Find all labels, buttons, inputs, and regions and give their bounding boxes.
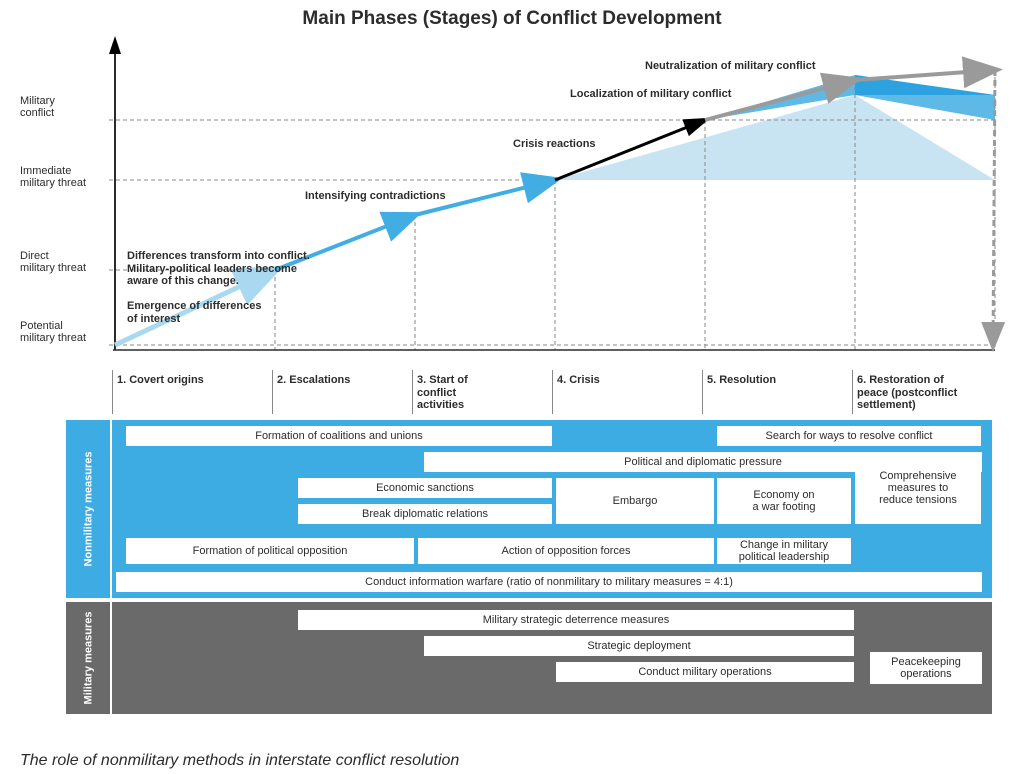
- measure-bar: Formation of political opposition: [126, 538, 414, 564]
- measure-bar: Break diplomatic relations: [298, 504, 552, 524]
- phases-header: 1. Covert origins2. Escalations3. Start …: [112, 370, 992, 418]
- phase-label: 3. Start of conflict activities: [412, 370, 552, 414]
- phase-label: 6. Restoration of peace (postconflict se…: [852, 370, 992, 414]
- measure-bar: Formation of coalitions and unions: [126, 426, 552, 446]
- y-axis-label: Direct military threat: [20, 250, 110, 274]
- measure-bar: Military strategic deterrence measures: [298, 610, 854, 630]
- measure-bar: Action of opposition forces: [418, 538, 714, 564]
- military-label: Military measures: [66, 602, 110, 714]
- measure-bar: Strategic deployment: [424, 636, 854, 656]
- phase-label: 2. Escalations: [272, 370, 412, 414]
- diagram-title: Main Phases (Stages) of Conflict Develop…: [0, 0, 1024, 30]
- annotation: Emergence of differences of interest: [127, 300, 262, 325]
- measure-bar: Change in military political leadership: [717, 538, 851, 564]
- measure-bar: Conduct information warfare (ratio of no…: [116, 572, 982, 592]
- military-section: Military measures Military strategic det…: [66, 602, 1002, 714]
- measure-bar: Conduct military operations: [556, 662, 854, 682]
- plot: Neutralization of military conflict Local…: [115, 40, 995, 350]
- caption: The role of nonmilitary methods in inter…: [20, 752, 459, 770]
- nonmilitary-section: Nonmilitary measures Formation of coalit…: [66, 420, 1002, 598]
- annotation: Differences transform into conflict. Mil…: [127, 250, 310, 288]
- measures: Nonmilitary measures Formation of coalit…: [66, 420, 1002, 718]
- measure-bar: Peacekeeping operations: [870, 652, 982, 684]
- y-axis-label: Potential military threat: [20, 320, 110, 344]
- annotation: Neutralization of military conflict: [645, 60, 816, 73]
- chart-area: Military conflict Immediate military thre…: [20, 40, 1004, 370]
- phase-label: 4. Crisis: [552, 370, 702, 414]
- phase-label: 1. Covert origins: [112, 370, 272, 414]
- nonmilitary-label: Nonmilitary measures: [66, 420, 110, 598]
- phase-label: 5. Resolution: [702, 370, 852, 414]
- y-axis-label: Immediate military threat: [20, 165, 110, 189]
- measure-bar: Comprehensive measures to reduce tension…: [855, 452, 981, 524]
- measure-bar: Economic sanctions: [298, 478, 552, 498]
- measure-bar: Embargo: [556, 478, 714, 524]
- measure-bar: Search for ways to resolve conflict: [717, 426, 981, 446]
- measure-bar: Economy on a war footing: [717, 478, 851, 524]
- annotation: Localization of military conflict: [570, 88, 731, 101]
- annotation: Crisis reactions: [513, 138, 596, 151]
- annotation: Intensifying contradictions: [305, 190, 446, 203]
- y-axis-label: Military conflict: [20, 95, 110, 119]
